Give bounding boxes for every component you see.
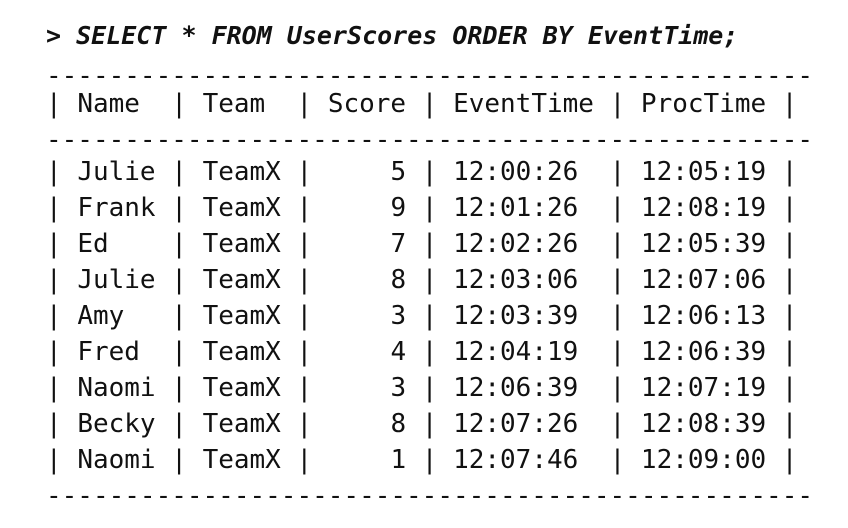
cell-proctime: 12:05:19 <box>640 157 767 187</box>
cell-score: 5 <box>390 157 407 187</box>
cell-team: TeamX <box>202 337 281 367</box>
header-eventtime: EventTime <box>453 89 594 119</box>
cell-eventtime: 12:00:26 <box>453 157 579 187</box>
table-row: | Naomi | TeamX | 3 | 12:06:39 | 12:07:1… <box>46 373 798 403</box>
cell-team: TeamX <box>202 229 281 259</box>
table-row: | Julie | TeamX | 5 | 12:00:26 | 12:05:1… <box>46 157 798 187</box>
cell-eventtime: 12:03:39 <box>453 301 579 331</box>
cell-score: 4 <box>390 337 407 367</box>
table-header-border: ----------------------------------------… <box>46 125 814 155</box>
cell-proctime: 12:07:19 <box>640 373 767 403</box>
cell-eventtime: 12:03:06 <box>453 265 579 295</box>
cell-team: TeamX <box>202 409 281 439</box>
cell-score: 9 <box>390 193 407 223</box>
header-team: Team <box>202 89 266 119</box>
cell-proctime: 12:09:00 <box>640 445 767 475</box>
header-score: Score <box>327 89 407 119</box>
cell-eventtime: 12:02:26 <box>453 229 579 259</box>
header-proctime: ProcTime <box>640 89 767 119</box>
cell-name: Becky <box>77 409 156 439</box>
cell-team: TeamX <box>202 193 281 223</box>
cell-team: TeamX <box>202 445 281 475</box>
table-bottom-border: ----------------------------------------… <box>46 481 814 511</box>
table-top-border: ----------------------------------------… <box>46 61 814 91</box>
cell-proctime: 12:06:39 <box>640 337 767 367</box>
cell-name: Amy <box>77 301 125 331</box>
table-row: | Naomi | TeamX | 1 | 12:07:46 | 12:09:0… <box>46 445 798 475</box>
cell-proctime: 12:05:39 <box>640 229 767 259</box>
cell-name: Naomi <box>77 373 156 403</box>
cell-score: 7 <box>390 229 407 259</box>
table-body: | Julie | TeamX | 5 | 12:00:26 | 12:05:1… <box>46 154 797 478</box>
cell-team: TeamX <box>202 373 281 403</box>
cell-eventtime: 12:07:46 <box>453 445 579 475</box>
cell-proctime: 12:07:06 <box>640 265 767 295</box>
cell-proctime: 12:08:39 <box>640 409 767 439</box>
sql-query: > SELECT * FROM UserScores ORDER BY Even… <box>46 21 739 50</box>
cell-eventtime: 12:04:19 <box>453 337 579 367</box>
table-header-row: | Name | Team | Score | EventTime | Proc… <box>46 89 798 119</box>
cell-eventtime: 12:07:26 <box>453 409 579 439</box>
table-row: | Frank | TeamX | 9 | 12:01:26 | 12:08:1… <box>46 193 798 223</box>
cell-eventtime: 12:06:39 <box>453 373 579 403</box>
table-row: | Fred | TeamX | 4 | 12:04:19 | 12:06:39… <box>46 337 798 367</box>
cell-score: 3 <box>390 301 407 331</box>
table-row: | Amy | TeamX | 3 | 12:03:39 | 12:06:13 … <box>46 301 798 331</box>
cell-name: Julie <box>77 265 156 295</box>
cell-name: Ed <box>77 229 109 259</box>
cell-eventtime: 12:01:26 <box>453 193 579 223</box>
cell-score: 8 <box>390 265 407 295</box>
cell-name: Julie <box>77 157 156 187</box>
cell-score: 3 <box>390 373 407 403</box>
cell-name: Fred <box>77 337 140 367</box>
cell-team: TeamX <box>202 301 281 331</box>
cell-proctime: 12:08:19 <box>640 193 767 223</box>
cell-team: TeamX <box>202 157 281 187</box>
table-row: | Ed | TeamX | 7 | 12:02:26 | 12:05:39 | <box>46 229 798 259</box>
cell-name: Frank <box>77 193 156 223</box>
table-row: | Julie | TeamX | 8 | 12:03:06 | 12:07:0… <box>46 265 798 295</box>
table-row: | Becky | TeamX | 8 | 12:07:26 | 12:08:3… <box>46 409 798 439</box>
cell-name: Naomi <box>77 445 156 475</box>
cell-team: TeamX <box>202 265 281 295</box>
cell-proctime: 12:06:13 <box>640 301 767 331</box>
cell-score: 1 <box>390 445 407 475</box>
cell-score: 8 <box>390 409 407 439</box>
header-name: Name <box>77 89 140 119</box>
